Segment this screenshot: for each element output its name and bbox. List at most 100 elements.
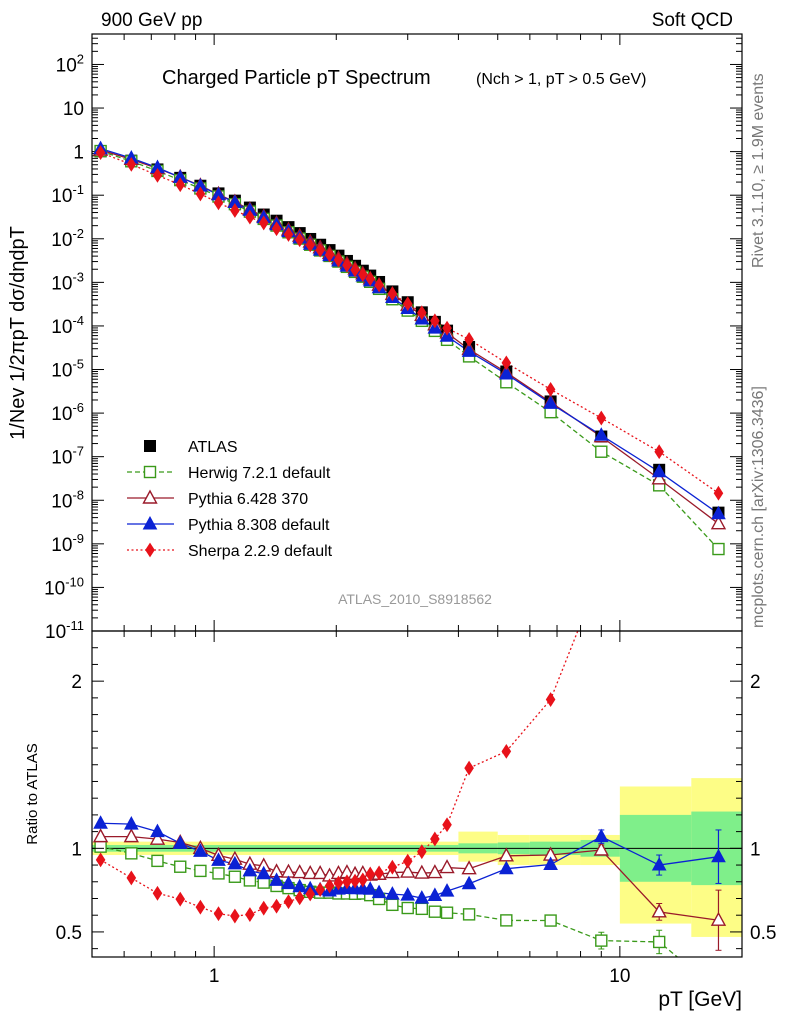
data-point [342, 257, 352, 273]
ratio-data-point [213, 906, 224, 922]
ratio-data-point [464, 760, 474, 776]
ratio-data-point [174, 860, 187, 873]
data-point [442, 320, 452, 336]
ratio-data-point [243, 874, 257, 887]
ratio-data-point [230, 908, 240, 924]
ratio-data-point [500, 914, 513, 927]
ratio-data-point [151, 854, 164, 868]
data-point [358, 267, 368, 283]
data-point [283, 226, 294, 242]
data-point [365, 271, 376, 287]
y-tick-label: 10-4 [51, 313, 84, 338]
data-point [374, 277, 384, 293]
legend-label: ATLAS [188, 439, 238, 456]
data-point [710, 515, 727, 530]
data-point [501, 355, 512, 371]
ratio-data-point [402, 853, 413, 869]
y-tick-label: 10-5 [51, 357, 84, 382]
main-panel: 10-1110-1010-910-810-710-610-510-410-310… [7, 33, 743, 643]
data-point [333, 252, 344, 268]
ratio-data-point [439, 883, 455, 897]
ratio-data-point [93, 815, 108, 829]
y-tick-label: 10-2 [51, 226, 84, 251]
data-point [175, 177, 186, 193]
ratio-data-point [150, 823, 165, 838]
ratio-series [92, 631, 727, 957]
ratio-data-point [302, 864, 318, 880]
legend-marker [143, 465, 157, 479]
ratio-data-point [283, 894, 294, 910]
ratio-data-point [315, 882, 325, 898]
header-right: Soft QCD [652, 10, 733, 31]
ratio-data-point [269, 872, 284, 886]
ratio-data-point [294, 890, 305, 906]
ratio-data-point [710, 911, 727, 926]
ratio-data-point [195, 899, 206, 915]
ratio-data-point [651, 857, 667, 871]
ratio-data-point [595, 934, 608, 947]
side-label-rivet: Rivet 3.1.10, ≥ 1.9M events [750, 73, 767, 268]
ratio-data-point [400, 887, 416, 901]
legend-label: Herwig 7.2.1 default [188, 465, 331, 482]
ratio-y-tick-label: 1 [71, 839, 82, 860]
data-point [713, 485, 724, 501]
data-point [430, 313, 440, 329]
ratio-data-point [126, 870, 137, 886]
ratio-data-point [258, 900, 269, 916]
data-point [595, 445, 608, 458]
ratio-data-point [149, 830, 166, 845]
ratio-data-point [427, 887, 443, 901]
ratio-data-point [193, 843, 208, 857]
legend-marker [142, 489, 158, 504]
data-point [387, 286, 398, 302]
ratio-data-point [333, 875, 344, 891]
ratio-y-tick-label: 0.5 [56, 923, 82, 944]
ratio-data-point [593, 841, 609, 856]
ratio-data-point [95, 852, 106, 868]
series-line [100, 148, 719, 515]
y-tick-label: 10-11 [45, 618, 84, 643]
y-tick-label: 10-7 [51, 444, 84, 469]
ratio-data-point [498, 860, 514, 875]
ratio-data-point [430, 831, 440, 847]
data-point [711, 505, 726, 520]
data-point [315, 242, 325, 258]
ratio-data-point [350, 873, 360, 889]
data-point [271, 221, 282, 237]
data-point [651, 463, 667, 478]
ratio-data-point [439, 859, 455, 874]
ratio-data-point [228, 870, 242, 883]
data-point [651, 470, 667, 485]
ratio-data-point [125, 847, 138, 860]
ratio-data-point [175, 891, 186, 907]
ratio-data-point [123, 828, 139, 843]
y-tick-label: 10-1 [51, 182, 84, 207]
legend-marker [144, 440, 156, 452]
ratio-data-point [462, 908, 476, 921]
data-point [213, 195, 224, 211]
x-axis-label: pT [GeV] [658, 988, 742, 1011]
ratio-data-point [501, 743, 512, 759]
data-point [195, 186, 206, 202]
x-tick-label: 1 [209, 966, 220, 987]
ratio-data-point [440, 906, 454, 919]
ratio-data-point [123, 816, 139, 830]
ratio-data-point [414, 890, 430, 904]
main-title: Charged Particle pT Spectrum [162, 67, 431, 89]
ratio-data-point [152, 885, 163, 901]
y-tick-label: 1 [73, 143, 84, 164]
ratio-data-point [543, 856, 558, 871]
data-point [545, 381, 556, 397]
legend-label: Pythia 6.428 370 [188, 491, 308, 508]
ratio-data-point [194, 864, 207, 878]
ratio-data-point [374, 865, 384, 881]
ratio-data-point [172, 835, 188, 849]
ratio-data-point [371, 884, 387, 899]
ratio-data-point [242, 862, 258, 877]
data-point [126, 156, 137, 172]
data-point [498, 365, 514, 380]
data-point [464, 332, 474, 347]
ratio-data-point [227, 855, 243, 870]
ratio-data-point [545, 692, 556, 707]
